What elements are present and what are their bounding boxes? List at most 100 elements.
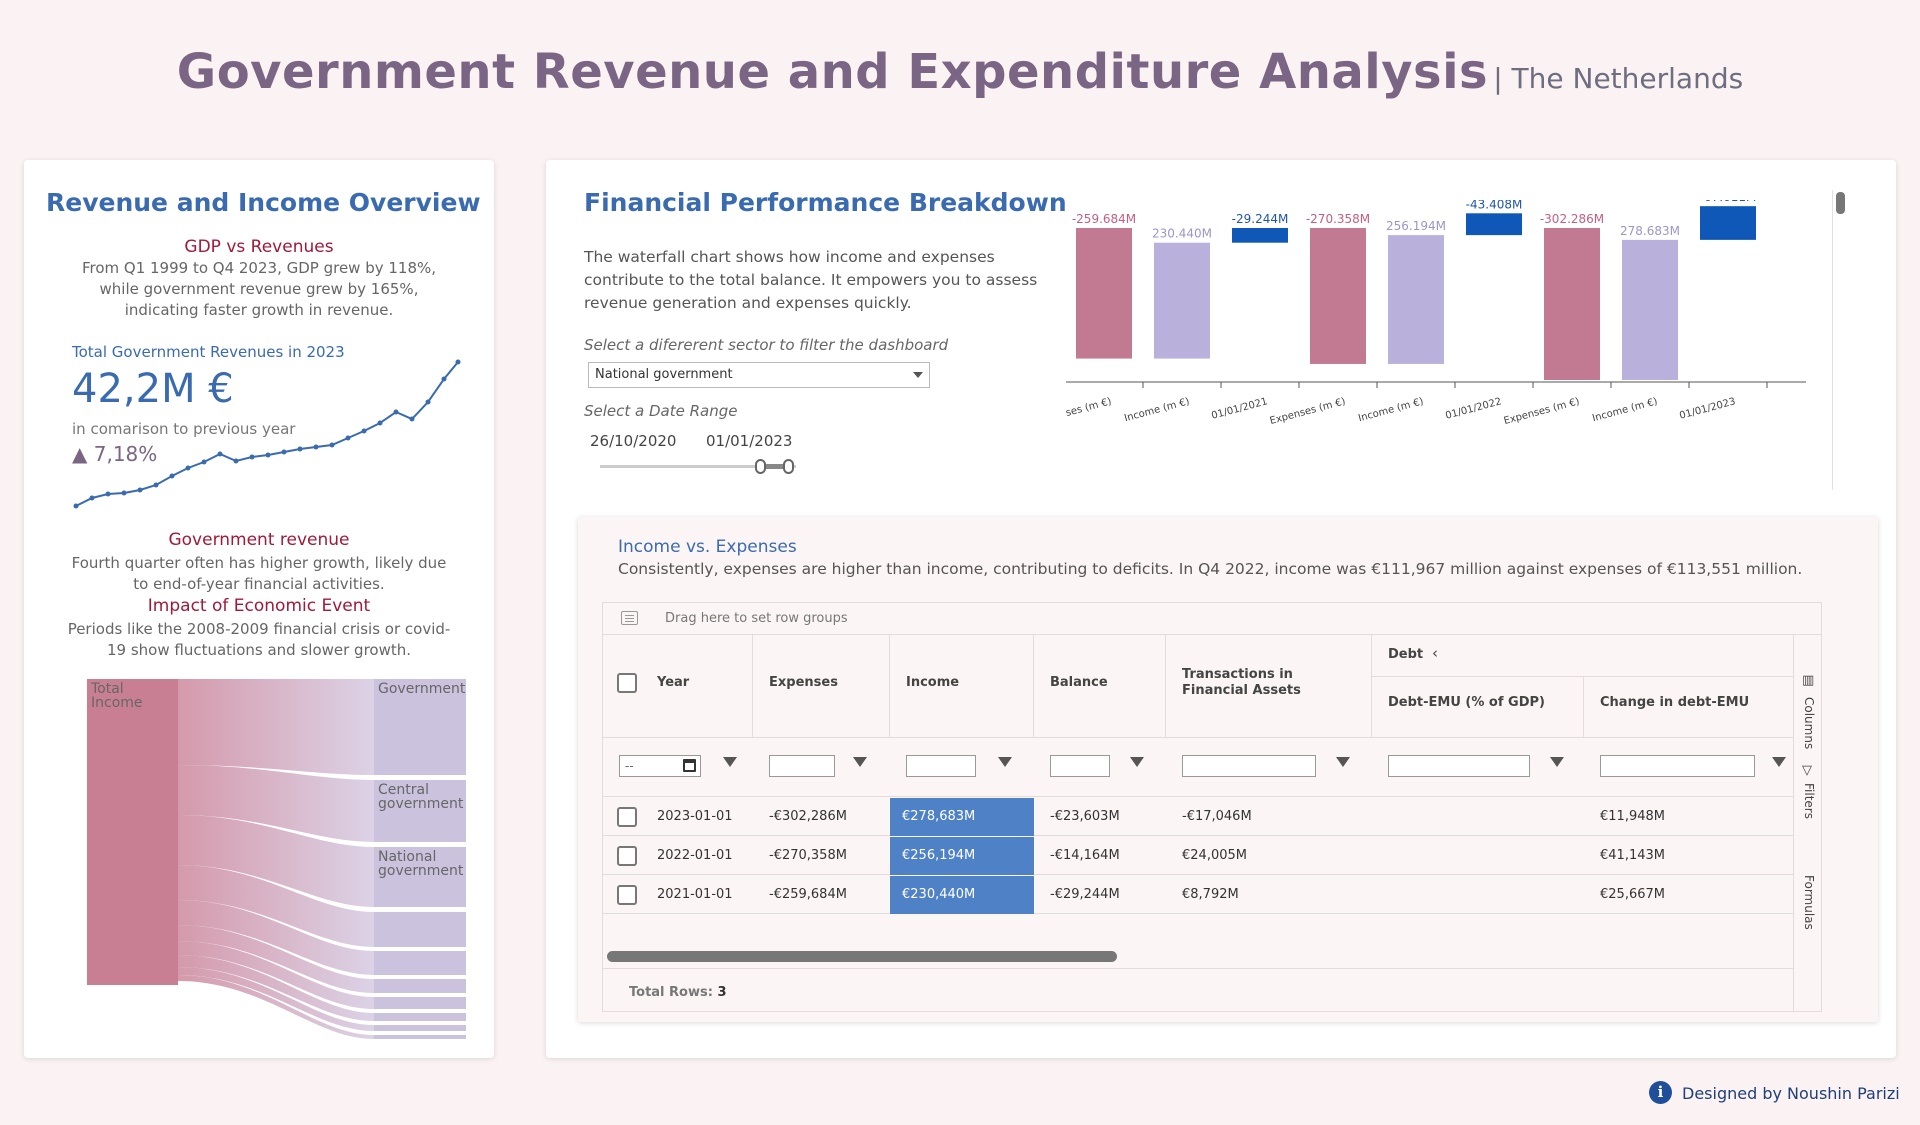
filter-debt-emu-input[interactable]: [1388, 755, 1530, 777]
filter-transactions-input[interactable]: [1182, 755, 1316, 777]
horizontal-scrollbar-thumb[interactable]: [607, 951, 1117, 962]
waterfall-bar[interactable]: [1154, 242, 1210, 359]
sankey-label-central: Central government: [378, 782, 464, 812]
filter-expenses: [753, 737, 890, 797]
filter-change-debt: [1584, 737, 1793, 797]
columns-icon[interactable]: ▥: [1802, 673, 1815, 688]
kpi-change-badge: ▲ 7,18%: [72, 442, 158, 466]
tab-filters[interactable]: Filters: [1802, 783, 1816, 819]
header-year[interactable]: Year: [657, 675, 690, 690]
filter-funnel-icon[interactable]: [1550, 757, 1564, 767]
sankey-svg[interactable]: [64, 675, 494, 1045]
gov-revenue-text: Fourth quarter often has higher growth, …: [71, 554, 447, 593]
tab-columns[interactable]: Columns: [1802, 697, 1816, 750]
sankey-flow-national: [178, 815, 374, 907]
table-row[interactable]: 2021-01-01 -€259,684M €230,440M -€29,244…: [603, 876, 1793, 914]
filter-funnel-icon[interactable]: [853, 757, 867, 767]
waterfall-value-label: 230.440M: [1152, 227, 1212, 241]
table-row[interactable]: 2022-01-01 -€270,358M €256,194M -€14,164…: [603, 837, 1793, 875]
header-balance[interactable]: Balance: [1050, 675, 1108, 690]
sankey-node-central: [374, 780, 466, 842]
revenue-sparkline[interactable]: [72, 348, 462, 528]
filter-funnel-icon[interactable]: [723, 757, 737, 767]
dashboard-title: Government Revenue and Expenditure Analy…: [176, 44, 1489, 100]
filter-icon[interactable]: ▽: [1802, 763, 1812, 778]
sankey-node-other-2: [374, 951, 466, 975]
waterfall-tick-label: Expenses (m €): [1269, 396, 1347, 427]
waterfall-tick-label: 01/01/2023: [1678, 396, 1737, 422]
row-group-drop-zone[interactable]: Drag here to set row groups: [603, 603, 1821, 635]
select-all-checkbox[interactable]: [617, 673, 637, 693]
date-range-handle-start[interactable]: [755, 459, 766, 474]
economic-event-text: Periods like the 2008-2009 financial cri…: [67, 620, 451, 659]
sector-dropdown[interactable]: National government: [588, 362, 930, 388]
waterfall-chart[interactable]: -259.684M Expenses (m €) 230.440M Income (m…: [1066, 200, 1816, 470]
sankey-node-other-3: [374, 979, 466, 993]
header-debt[interactable]: Debt: [1388, 647, 1424, 662]
table-row[interactable]: 2023-01-01 -€302,286M €278,683M -€23,603…: [603, 798, 1793, 836]
sankey-node-government: [374, 679, 466, 775]
row-checkbox[interactable]: [617, 885, 637, 905]
income-sankey[interactable]: Total Income Government Central governme…: [64, 675, 494, 1045]
waterfall-bar[interactable]: [1622, 239, 1678, 380]
chevron-left-icon[interactable]: ‹: [1432, 644, 1438, 662]
waterfall-value-label: -302.286M: [1540, 212, 1604, 226]
filter-funnel-icon[interactable]: [1336, 757, 1350, 767]
date-range-handle-end[interactable]: [783, 459, 794, 474]
waterfall-tick-label: Income (m €): [1357, 396, 1425, 424]
waterfall-bar[interactable]: [1544, 228, 1600, 380]
tab-formulas[interactable]: Formulas: [1802, 875, 1816, 930]
row-checkbox[interactable]: [617, 846, 637, 866]
filter-expenses-input[interactable]: [769, 755, 835, 777]
filter-funnel-icon[interactable]: [1772, 757, 1786, 767]
vertical-scrollbar-thumb[interactable]: [1836, 192, 1845, 214]
date-range-slider-track[interactable]: [600, 465, 796, 468]
waterfall-bar[interactable]: [1232, 228, 1288, 243]
filter-year-date-input[interactable]: --: [619, 755, 701, 777]
cell-income[interactable]: €256,194M: [890, 837, 1034, 875]
waterfall-bar[interactable]: [1076, 228, 1132, 359]
sankey-label-source: Total Income: [91, 681, 143, 711]
filter-funnel-icon[interactable]: [1130, 757, 1144, 767]
filter-transactions: [1166, 737, 1372, 797]
date-range-start[interactable]: 26/10/2020: [590, 432, 677, 450]
row-group-hint: Drag here to set row groups: [665, 611, 848, 626]
header-expenses[interactable]: Expenses: [769, 675, 838, 690]
cell-expenses: -€270,358M: [769, 848, 847, 863]
filter-change-debt-input[interactable]: [1600, 755, 1755, 777]
header-change-debt[interactable]: Change in debt-EMU: [1600, 695, 1750, 710]
sankey-node-other-5: [374, 1013, 466, 1021]
header-income[interactable]: Income: [906, 675, 960, 690]
cell-income[interactable]: €278,683M: [890, 798, 1034, 836]
sankey-node-other-1: [374, 912, 466, 947]
header-transactions[interactable]: Transactions in Financial Assets: [1182, 667, 1301, 698]
cell-year: 2021-01-01: [657, 887, 733, 902]
waterfall-bar[interactable]: [1310, 228, 1366, 364]
filter-funnel-icon[interactable]: [998, 757, 1012, 767]
header-income-cell: Income: [890, 635, 1034, 737]
cell-year: 2022-01-01: [657, 848, 733, 863]
revenue-overview-card: Revenue and Income Overview GDP vs Reven…: [24, 160, 494, 1058]
sankey-source-node: [87, 679, 178, 985]
date-range-end[interactable]: 01/01/2023: [706, 432, 793, 450]
dashboard-subtitle: | The Netherlands: [1493, 62, 1744, 95]
sankey-node-other-7: [374, 1035, 466, 1039]
sparkline-points: [73, 359, 461, 509]
header-debt-emu[interactable]: Debt-EMU (% of GDP): [1388, 695, 1545, 710]
waterfall-value-label: -270.358M: [1306, 212, 1370, 226]
filter-year: --: [603, 737, 753, 797]
sankey-flow-other-3: [178, 925, 374, 993]
row-checkbox[interactable]: [617, 807, 637, 827]
waterfall-bar[interactable]: [1466, 213, 1522, 236]
sankey-flow-government: [178, 679, 374, 775]
filter-income-input[interactable]: [906, 755, 976, 777]
waterfall-bar[interactable]: [1388, 235, 1444, 364]
waterfall-value-label: 278.683M: [1620, 224, 1680, 238]
filter-balance-input[interactable]: [1050, 755, 1110, 777]
waterfall-bar[interactable]: [1700, 206, 1756, 240]
vertical-scrollbar[interactable]: [1832, 190, 1846, 490]
date-placeholder: --: [625, 759, 634, 773]
calendar-icon[interactable]: [683, 759, 696, 772]
info-icon[interactable]: i: [1649, 1081, 1672, 1104]
cell-income[interactable]: €230,440M: [890, 876, 1034, 914]
